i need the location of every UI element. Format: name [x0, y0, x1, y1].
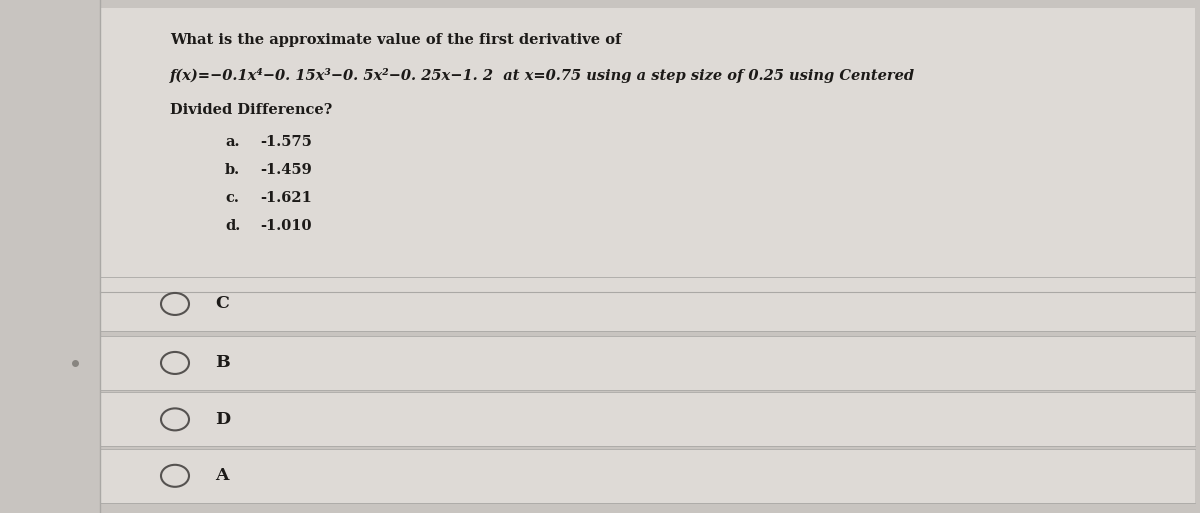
Bar — [100, 8, 1195, 292]
Text: What is the approximate value of the first derivative of: What is the approximate value of the fir… — [170, 33, 622, 47]
Bar — [100, 336, 1195, 390]
Text: C: C — [215, 295, 229, 312]
Bar — [100, 277, 1195, 331]
Text: f(x)=−0.1x⁴−0. 15x³−0. 5x²−0. 25x−1. 2  at x=0.75 using a step size of 0.25 usin: f(x)=−0.1x⁴−0. 15x³−0. 5x²−0. 25x−1. 2 a… — [170, 68, 916, 83]
Text: -1.621: -1.621 — [260, 191, 312, 205]
Text: -1.010: -1.010 — [260, 219, 312, 233]
Bar — [100, 449, 1195, 503]
Text: a.: a. — [226, 135, 240, 149]
Text: -1.575: -1.575 — [260, 135, 312, 149]
Text: b.: b. — [226, 163, 240, 177]
Bar — [100, 392, 1195, 446]
Text: A: A — [215, 467, 228, 484]
Text: -1.459: -1.459 — [260, 163, 312, 177]
Text: D: D — [215, 411, 230, 428]
Text: Divided Difference?: Divided Difference? — [170, 103, 332, 117]
Text: c.: c. — [226, 191, 239, 205]
Text: B: B — [215, 354, 229, 371]
Text: d.: d. — [226, 219, 240, 233]
